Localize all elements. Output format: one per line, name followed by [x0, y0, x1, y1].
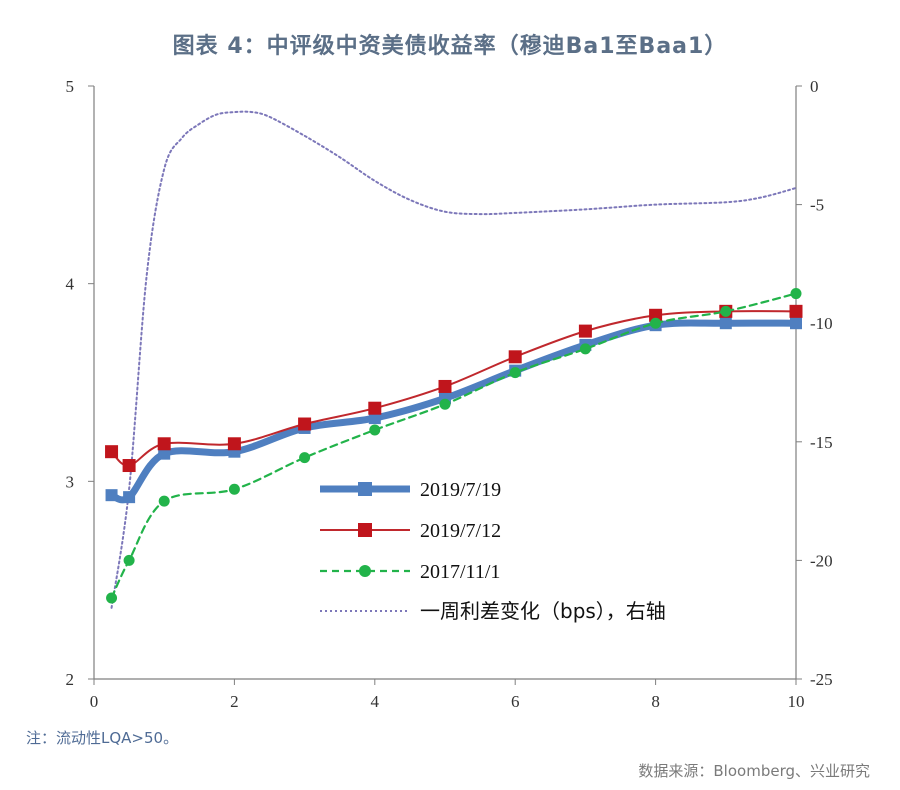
legend-label: 2019/7/12	[420, 520, 501, 542]
data-point	[579, 343, 591, 355]
data-point	[228, 483, 240, 495]
series-2019-7-12	[105, 304, 803, 473]
x-tick-label: 6	[511, 692, 520, 711]
series-line	[108, 319, 800, 504]
data-point	[158, 447, 171, 460]
data-point	[790, 288, 802, 300]
data-point	[105, 445, 119, 459]
data-point	[368, 401, 382, 415]
data-point	[105, 489, 118, 502]
series-2017-11-1	[106, 288, 802, 604]
series-line	[110, 310, 797, 467]
series-line	[110, 292, 798, 600]
x-tick-label: 4	[371, 692, 380, 711]
legend-swatch-marker	[358, 523, 372, 537]
legend-item: 2017/11/1	[320, 561, 500, 583]
data-point	[158, 495, 170, 507]
data-point	[369, 424, 381, 436]
y-right-tick-label: -15	[810, 433, 833, 452]
y-left-tick-label: 4	[66, 275, 75, 294]
legend-swatch-marker	[358, 482, 372, 496]
y-left-tick-label: 2	[66, 670, 75, 689]
data-point	[789, 304, 803, 318]
legend-item: 2019/7/19	[320, 479, 501, 501]
data-point	[438, 379, 452, 393]
y-right-tick-label: -25	[810, 670, 833, 689]
series-2019-7-19	[105, 317, 802, 504]
data-point	[122, 459, 136, 473]
legend-swatch-marker	[359, 565, 371, 577]
data-point	[439, 398, 451, 410]
data-point	[227, 437, 241, 451]
data-point	[123, 491, 136, 504]
data-point	[106, 592, 118, 604]
footnote: 注：流动性LQA>50。	[26, 729, 179, 747]
y-right-tick-label: -20	[810, 551, 833, 570]
legend-item: 一周利差变化（bps），右轴	[320, 599, 666, 623]
legend-item: 2019/7/12	[320, 520, 501, 542]
data-point	[157, 437, 171, 451]
data-point	[509, 367, 521, 379]
data-point	[790, 317, 802, 330]
chart-title: 图表 4：中评级中资美债收益率（穆迪Ba1至Baa1）	[172, 34, 728, 59]
data-point	[649, 308, 663, 322]
data-point	[650, 317, 662, 329]
data-point	[720, 305, 732, 317]
legend-label: 一周利差变化（bps），右轴	[420, 599, 666, 623]
x-tick-label: 2	[230, 692, 239, 711]
y-right-tick-label: -5	[810, 196, 824, 215]
x-tick-label: 0	[90, 692, 99, 711]
legend-label: 2019/7/19	[420, 479, 501, 501]
y-left-tick-label: 5	[66, 77, 75, 96]
series-line	[110, 110, 797, 609]
legend-label: 2017/11/1	[420, 561, 500, 583]
data-point	[368, 412, 381, 425]
data-point	[508, 350, 522, 364]
source-note: 数据来源：Bloomberg、兴业研究	[638, 762, 870, 780]
data-point	[578, 324, 592, 338]
x-tick-label: 10	[788, 692, 805, 711]
data-point	[298, 417, 312, 431]
y-left-tick-label: 3	[66, 472, 75, 491]
data-point	[299, 452, 311, 464]
data-point	[719, 317, 732, 330]
data-point	[123, 554, 135, 566]
series--bps-	[110, 110, 797, 609]
y-right-tick-label: -10	[810, 314, 833, 333]
y-right-tick-label: 0	[810, 77, 819, 96]
x-tick-label: 8	[651, 692, 660, 711]
